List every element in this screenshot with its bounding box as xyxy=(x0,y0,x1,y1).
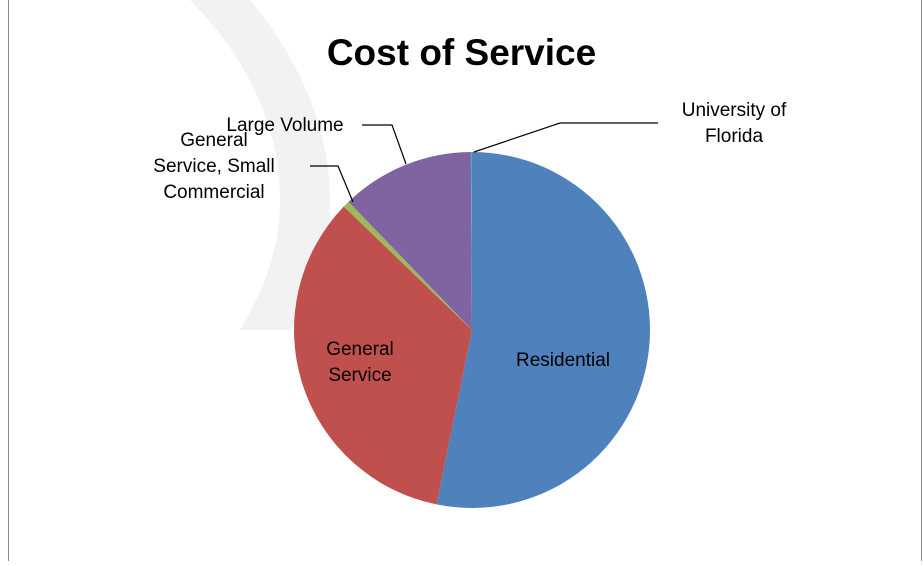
pie-slice-university-of-florida xyxy=(470,151,472,330)
pie-slice-large-volume xyxy=(348,152,472,330)
pie-slice-general-service xyxy=(293,206,472,505)
slice-label-general-service-small-commercial: General Service, Small Commercial xyxy=(153,130,274,203)
leader-line-large-volume xyxy=(362,124,407,165)
slice-label-general-service: General Service xyxy=(326,339,394,386)
pie-slice-residential xyxy=(436,151,651,508)
slice-label-university-of-florida: University of Florida xyxy=(682,100,787,147)
leader-line-general-service-small-commercial xyxy=(310,165,354,203)
slice-label-large-volume: Large Volume xyxy=(226,115,343,136)
slice-label-residential: Residential xyxy=(516,350,610,371)
pie-slice-general-service-small-commercial xyxy=(343,201,472,330)
chart-title: Cost of Service xyxy=(326,32,597,73)
leader-line-university-of-florida xyxy=(473,122,658,153)
chart-frame xyxy=(8,0,922,561)
